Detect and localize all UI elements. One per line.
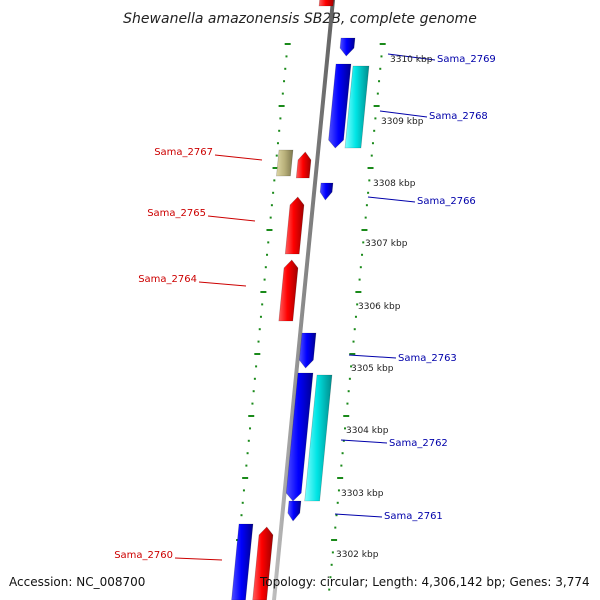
label-connector-line (379, 110, 428, 118)
gene-feature-sama-2767 (276, 149, 294, 177)
gene-feature-red (295, 151, 312, 179)
gene-label-sama-2766: Sama_2766 (417, 196, 476, 207)
label-connector-line (174, 557, 223, 561)
right-gene-labels: Sama_2769 Sama_2768 Sama_2766 Sama_2763 … (384, 54, 496, 522)
gene-label-sama-2760: Sama_2760 (114, 550, 173, 561)
label-connector-line (348, 354, 397, 359)
kbp-label: 3304 kbp (346, 426, 389, 436)
gene-feature-cyan (344, 65, 370, 149)
gene-feature-sama-2760 (252, 526, 274, 600)
label-connector-line (207, 215, 256, 222)
left-gene-labels: Sama_2767 Sama_2765 Sama_2764 Sama_2760 (114, 147, 213, 561)
gene-feature-sama-2762 (285, 372, 314, 502)
gene-label-sama-2767: Sama_2767 (154, 147, 213, 158)
gene-feature-sama-2769 (339, 37, 356, 57)
label-connector-line (198, 281, 247, 287)
label-connectors (174, 53, 436, 561)
gene-feature-sama-2766 (319, 182, 334, 201)
gene-label-sama-2765: Sama_2765 (147, 208, 206, 219)
gene-label-sama-2761: Sama_2761 (384, 511, 443, 522)
accession-text: Accession: NC_008700 (9, 575, 145, 589)
gene-feature-sama-2768 (328, 63, 352, 149)
kbp-label: 3308 kbp (373, 179, 416, 189)
kbp-label: 3310 kbp (390, 55, 433, 65)
gene-label-sama-2764: Sama_2764 (138, 274, 197, 285)
gene-feature-sama-2763 (299, 332, 317, 369)
gene-feature-sama-2765 (284, 196, 305, 255)
label-connector-line (334, 513, 383, 518)
gene-feature-cyan (304, 374, 333, 502)
label-connector-line (340, 439, 388, 444)
label-connector-line (214, 154, 263, 161)
gene-feature-blue (231, 523, 254, 600)
kbp-ruler-labels: 3310 kbp 3309 kbp 3308 kbp 3307 kbp 3306… (336, 55, 433, 560)
right-tick-track (328, 43, 386, 591)
kbp-label: 3302 kbp (336, 550, 379, 560)
kbp-label: 3309 kbp (381, 117, 424, 127)
topology-text: Topology: circular; Length: 4,306,142 bp… (259, 575, 590, 589)
label-connector-line (367, 196, 416, 203)
label-connector-line (387, 53, 436, 61)
gene-feature-red (318, 0, 334, 7)
kbp-label: 3306 kbp (358, 302, 401, 312)
gene-label-sama-2762: Sama_2762 (389, 438, 448, 449)
gene-feature-sama-2764 (278, 259, 299, 322)
gene-feature-sama-2761 (287, 500, 302, 522)
kbp-label: 3303 kbp (341, 489, 384, 499)
gene-label-sama-2769: Sama_2769 (437, 54, 496, 65)
gene-label-sama-2768: Sama_2768 (429, 111, 488, 122)
genome-backbone (272, 0, 335, 600)
genome-title: Shewanella amazonensis SB2B, complete ge… (123, 11, 477, 27)
kbp-label: 3307 kbp (365, 239, 408, 249)
kbp-label: 3305 kbp (351, 364, 394, 374)
gene-label-sama-2763: Sama_2763 (398, 353, 457, 364)
gene-features (231, 0, 370, 600)
